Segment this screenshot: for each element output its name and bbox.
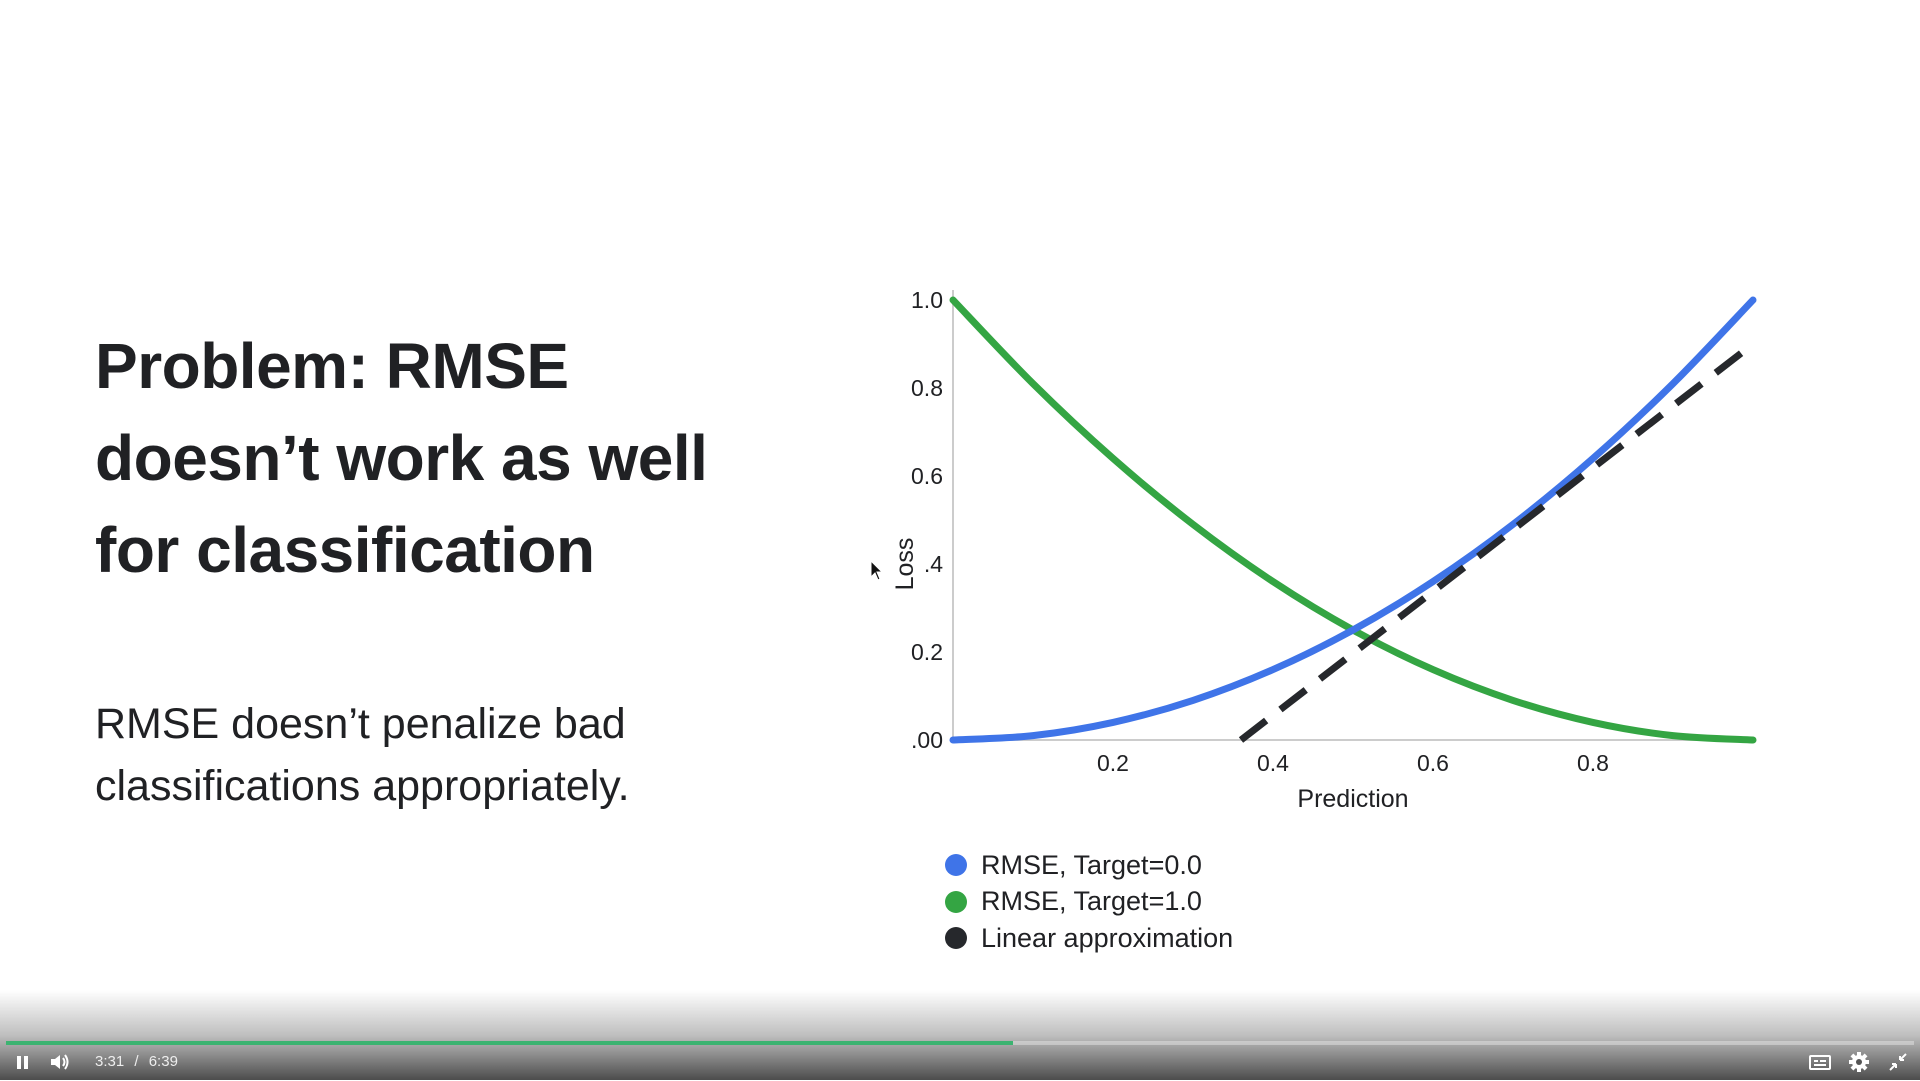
progress-bar[interactable] xyxy=(6,1041,1914,1045)
captions-button[interactable] xyxy=(1806,1048,1834,1076)
legend-label: RMSE, Target=1.0 xyxy=(981,886,1202,917)
x-tick-label: 0.4 xyxy=(1257,750,1289,776)
legend-item: RMSE, Target=0.0 xyxy=(945,847,1233,884)
subtitle-line: RMSE doesn’t penalize bad xyxy=(95,700,626,748)
series-line-target-0 xyxy=(949,296,1757,744)
volume-icon xyxy=(51,1054,69,1070)
settings-button[interactable] xyxy=(1845,1048,1873,1076)
x-tick-label: 0.6 xyxy=(1417,750,1449,776)
slide-subtitle: RMSE doesn’t penalize bad classification… xyxy=(95,693,735,817)
title-line: for classification xyxy=(95,514,595,586)
series-line-target-1 xyxy=(949,296,1757,744)
y-tick-label: 1.0 xyxy=(911,287,943,313)
legend-swatch xyxy=(945,927,967,950)
volume-button[interactable] xyxy=(46,1048,74,1076)
y-tick-label: 0.2 xyxy=(911,639,943,665)
title-line: doesn’t work as well xyxy=(95,422,708,494)
gear-icon xyxy=(1849,1052,1869,1072)
legend-swatch xyxy=(945,890,967,913)
y-tick-label: .4 xyxy=(924,551,943,577)
subtitle-line: classifications appropriately. xyxy=(95,762,630,810)
slide-title: Problem: RMSE doesn’t work as well for c… xyxy=(95,320,755,596)
chart-legend: RMSE, Target=0.0 RMSE, Target=1.0 Linear… xyxy=(945,847,1233,957)
exit-fullscreen-icon xyxy=(1889,1053,1907,1071)
x-axis-label: Prediction xyxy=(1297,785,1408,813)
current-time: 3:31 xyxy=(95,1053,125,1070)
time-separator: / xyxy=(134,1053,139,1070)
pause-icon xyxy=(17,1056,28,1069)
y-tick-label: 0.8 xyxy=(911,375,943,401)
x-tick-label: 0.2 xyxy=(1097,750,1129,776)
legend-label: RMSE, Target=0.0 xyxy=(981,849,1202,880)
duration: 6:39 xyxy=(148,1053,178,1070)
exit-fullscreen-button[interactable] xyxy=(1884,1048,1912,1076)
time-display: 3:31 / 6:39 xyxy=(95,1053,184,1070)
loss-chart: .00 0.2 .4 0.6 0.8 1.0 0.2 0.4 0.6 0.8 Prediction L… xyxy=(891,287,1757,813)
pause-button[interactable] xyxy=(9,1048,37,1076)
legend-item: Linear approximation xyxy=(945,920,1233,957)
x-tick-label: 0.8 xyxy=(1577,750,1609,776)
legend-label: Linear approximation xyxy=(981,922,1234,953)
progress-played xyxy=(6,1041,1014,1045)
title-line: Problem: RMSE xyxy=(95,330,569,402)
mouse-cursor-icon xyxy=(870,560,884,581)
y-tick-label: 0.6 xyxy=(911,463,943,489)
video-controls xyxy=(0,990,1920,1080)
y-tick-label: .00 xyxy=(911,727,943,753)
captions-icon xyxy=(1809,1055,1831,1070)
series-line-linear-approximation xyxy=(1238,341,1756,743)
y-axis-label: Loss xyxy=(891,538,919,591)
legend-swatch xyxy=(945,854,967,877)
legend-item: RMSE, Target=1.0 xyxy=(945,884,1233,921)
